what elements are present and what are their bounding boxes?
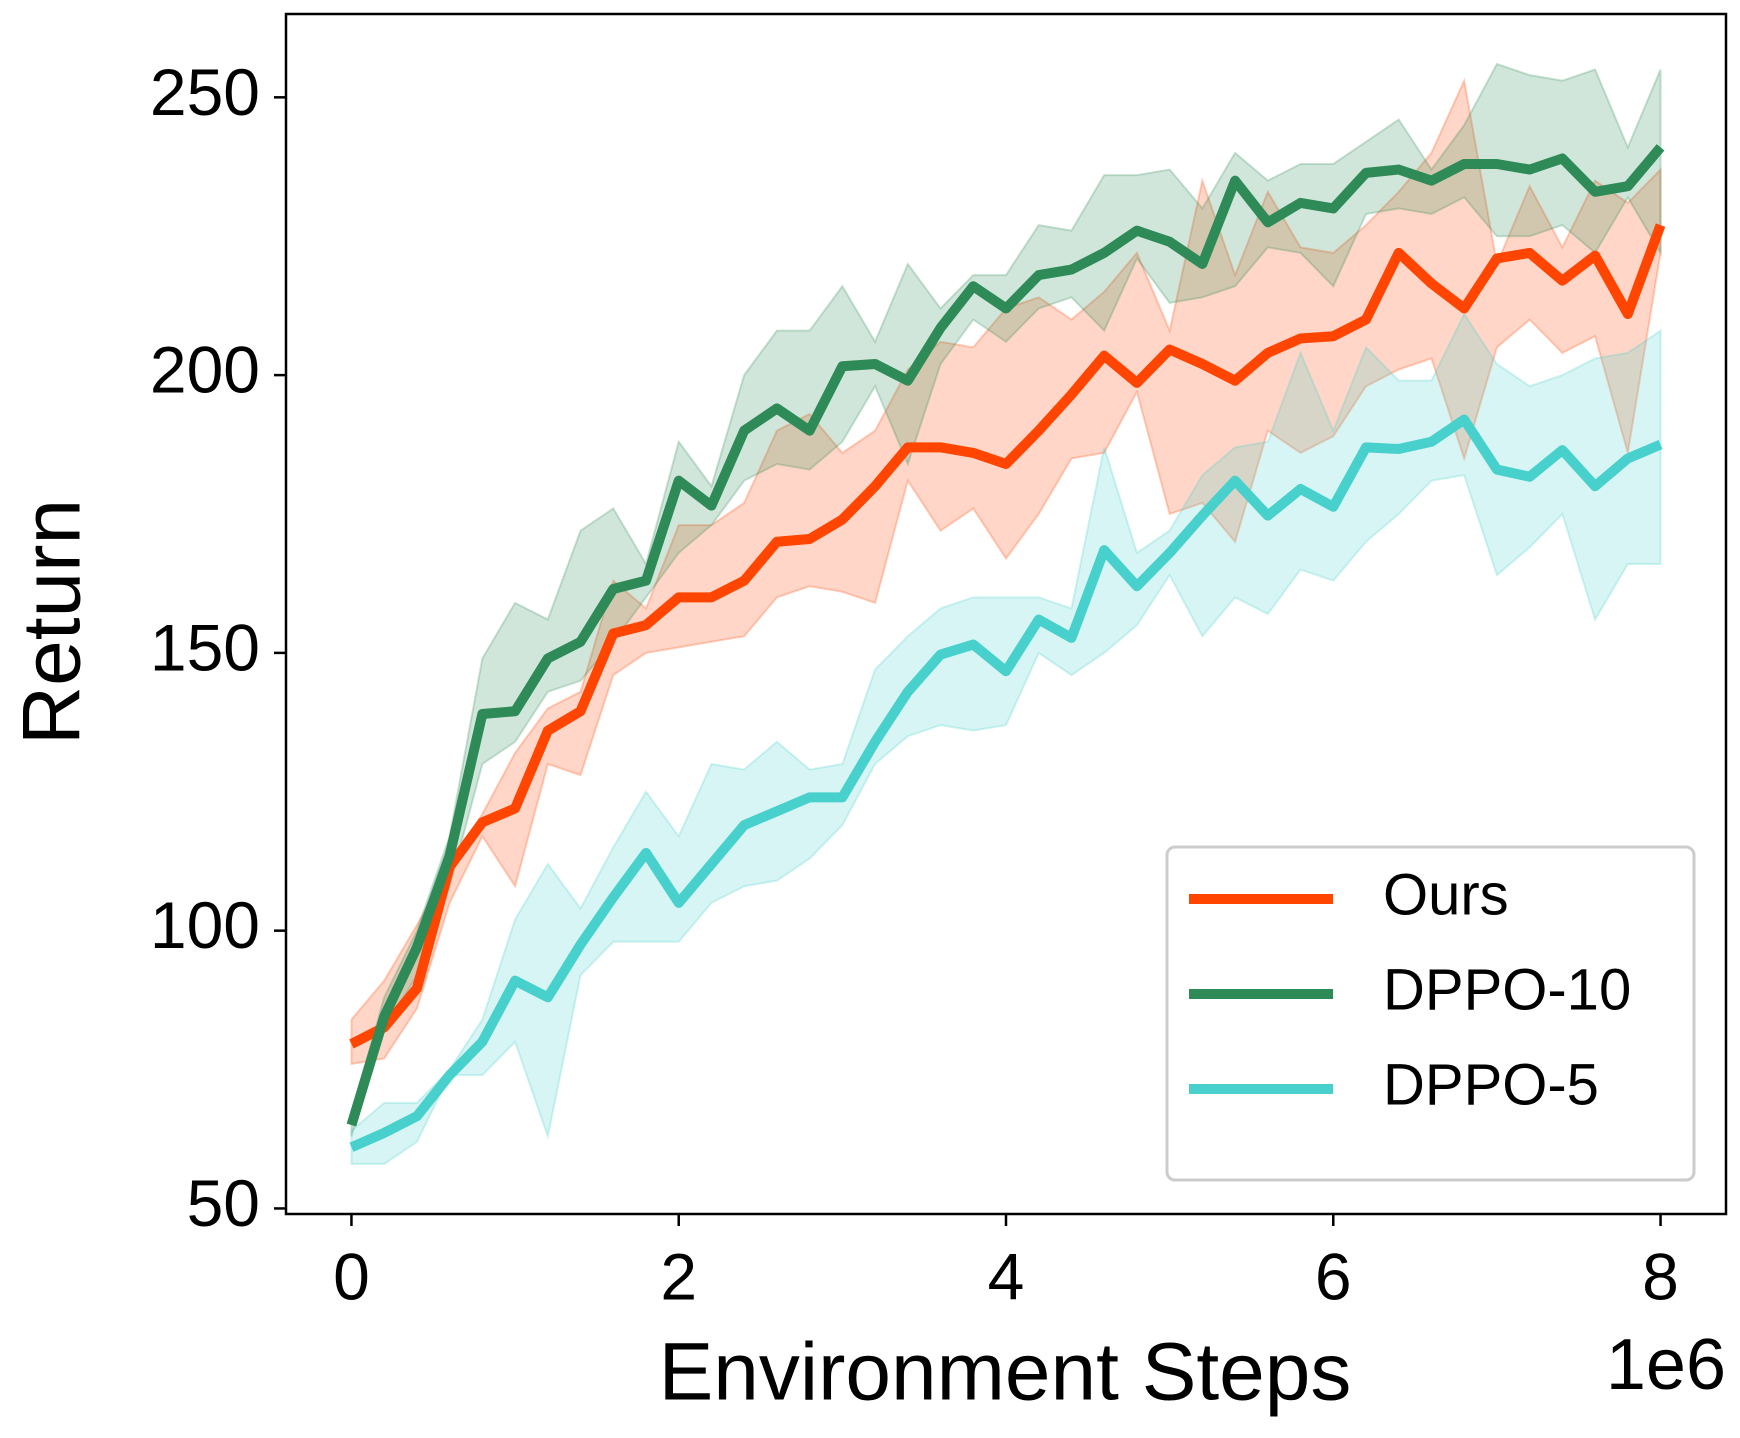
y-tick-label: 50 xyxy=(187,1166,260,1240)
x-tick-label: 8 xyxy=(1642,1239,1679,1313)
y-tick-label: 100 xyxy=(150,888,260,962)
x-tick-label: 4 xyxy=(988,1239,1025,1313)
y-tick-label: 150 xyxy=(150,610,260,684)
legend-label: DPPO-5 xyxy=(1383,1052,1599,1117)
x-tick-label: 2 xyxy=(660,1239,697,1313)
legend-label: DPPO-10 xyxy=(1383,957,1631,1022)
y-axis-label: Return xyxy=(7,499,98,745)
band xyxy=(350,311,1662,1165)
line xyxy=(349,223,1666,1049)
plot-frame xyxy=(284,12,1728,1216)
x-tick-label: 6 xyxy=(1315,1239,1352,1313)
y-tick-label: 200 xyxy=(150,333,260,407)
legend-box xyxy=(1165,845,1696,1182)
x-tick-label: 0 xyxy=(333,1239,370,1313)
legend-label: Ours xyxy=(1383,862,1509,927)
line xyxy=(349,414,1663,1152)
x-axis-label: Environment Steps xyxy=(659,1327,1352,1418)
y-tick-label: 250 xyxy=(150,55,260,129)
x-offset-label: 1e6 xyxy=(1606,1325,1726,1405)
line xyxy=(346,144,1665,1127)
